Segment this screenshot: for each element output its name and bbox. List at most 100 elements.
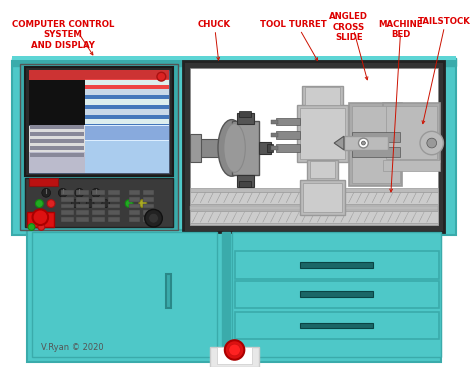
Bar: [29, 132, 84, 136]
Text: TAILSTOCK: TAILSTOCK: [418, 17, 471, 26]
Bar: [259, 142, 271, 154]
Bar: [25, 178, 173, 227]
Bar: [305, 88, 340, 105]
Bar: [129, 190, 140, 195]
Bar: [12, 58, 456, 66]
Circle shape: [72, 200, 79, 207]
Circle shape: [38, 224, 45, 230]
Bar: [76, 217, 89, 222]
Bar: [217, 347, 252, 364]
Ellipse shape: [224, 124, 246, 172]
Circle shape: [125, 200, 133, 207]
Circle shape: [149, 213, 158, 223]
Bar: [300, 291, 373, 297]
Bar: [28, 152, 85, 173]
Bar: [302, 86, 343, 108]
Bar: [29, 153, 84, 157]
Text: CHUCK: CHUCK: [198, 20, 231, 29]
Bar: [352, 132, 400, 142]
Circle shape: [427, 138, 437, 148]
Bar: [297, 105, 348, 162]
Bar: [275, 131, 300, 139]
Text: TOOL TURRET: TOOL TURRET: [260, 20, 327, 29]
Circle shape: [86, 200, 94, 207]
Circle shape: [139, 200, 147, 207]
Bar: [190, 68, 438, 225]
Bar: [349, 103, 402, 186]
Bar: [383, 103, 439, 162]
Bar: [143, 197, 154, 201]
Bar: [12, 56, 456, 60]
Text: V.Ryan © 2020: V.Ryan © 2020: [41, 343, 104, 352]
Circle shape: [33, 209, 48, 225]
Bar: [29, 139, 84, 143]
Bar: [25, 67, 173, 176]
Bar: [300, 180, 345, 215]
Circle shape: [229, 344, 240, 356]
Bar: [92, 217, 105, 222]
Bar: [307, 160, 338, 181]
Bar: [143, 190, 154, 195]
Circle shape: [157, 72, 166, 81]
Bar: [85, 93, 169, 125]
Bar: [235, 312, 438, 339]
Bar: [129, 197, 140, 201]
Bar: [92, 210, 105, 215]
Bar: [275, 144, 300, 152]
Bar: [222, 232, 230, 357]
Bar: [239, 111, 251, 117]
Circle shape: [420, 131, 444, 155]
Bar: [275, 118, 300, 125]
Bar: [92, 204, 105, 209]
Bar: [190, 134, 201, 162]
Bar: [383, 160, 439, 171]
Bar: [85, 89, 169, 95]
Bar: [232, 121, 259, 175]
Bar: [210, 347, 259, 367]
Bar: [85, 127, 169, 140]
Ellipse shape: [218, 119, 246, 176]
Bar: [27, 230, 441, 362]
Bar: [28, 70, 169, 80]
Bar: [92, 190, 105, 195]
Bar: [32, 232, 217, 357]
Bar: [143, 204, 154, 209]
Polygon shape: [334, 136, 344, 150]
Bar: [235, 281, 438, 308]
Bar: [190, 211, 438, 223]
Bar: [61, 217, 73, 222]
Bar: [76, 190, 89, 195]
Bar: [271, 146, 279, 150]
Bar: [129, 204, 140, 209]
Bar: [271, 133, 279, 137]
Circle shape: [102, 200, 109, 207]
Bar: [190, 206, 438, 210]
Bar: [108, 190, 120, 195]
Bar: [190, 188, 438, 225]
Text: ANGLED
CROSS
SLIDE: ANGLED CROSS SLIDE: [329, 12, 368, 42]
Bar: [300, 108, 345, 159]
Circle shape: [358, 138, 368, 148]
Bar: [166, 274, 171, 308]
Bar: [183, 61, 445, 232]
Bar: [28, 178, 58, 186]
Bar: [108, 217, 120, 222]
Circle shape: [91, 188, 100, 197]
Bar: [76, 197, 89, 201]
Circle shape: [47, 200, 55, 207]
Bar: [232, 232, 441, 357]
Bar: [352, 147, 400, 157]
Circle shape: [36, 200, 43, 207]
Bar: [76, 204, 89, 209]
Circle shape: [145, 209, 162, 227]
Bar: [28, 70, 85, 125]
Bar: [300, 323, 373, 328]
Circle shape: [362, 141, 365, 145]
Bar: [61, 210, 73, 215]
Circle shape: [28, 224, 35, 230]
Bar: [237, 175, 254, 187]
Circle shape: [75, 188, 84, 197]
Bar: [29, 125, 84, 129]
Text: MACHINE
BED: MACHINE BED: [378, 20, 423, 39]
Bar: [129, 217, 140, 222]
